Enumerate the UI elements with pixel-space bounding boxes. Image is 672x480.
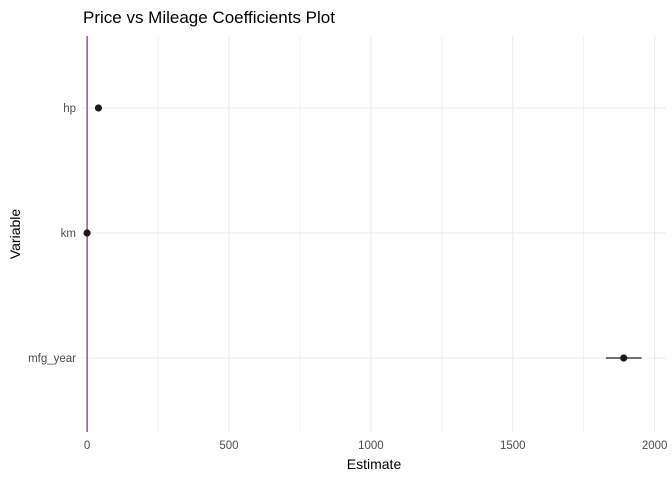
y-tick-label: mfg_year	[28, 353, 76, 365]
y-tick-label: km	[61, 228, 76, 240]
x-tick-label: 2000	[642, 440, 668, 452]
x-tick-label: 0	[84, 440, 90, 452]
major-gridlines	[82, 36, 666, 432]
point-hp	[94, 104, 103, 112]
x-axis-title: Estimate	[347, 456, 402, 472]
x-tick-label: 500	[219, 440, 238, 452]
x-tick-label: 1000	[358, 440, 384, 452]
y-tick-labels: hp km mfg_year	[28, 103, 76, 365]
minor-gridlines	[157, 36, 585, 432]
x-tick-labels: 0 500 1000 1500 2000	[84, 440, 668, 452]
y-axis-title: Variable	[7, 209, 23, 260]
x-tick-label: 1500	[500, 440, 526, 452]
coefficient-marks	[83, 104, 642, 362]
point-km	[83, 229, 91, 237]
y-tick-label: hp	[63, 103, 76, 115]
chart-title: Price vs Mileage Coefficients Plot	[83, 8, 335, 27]
point-mfg_year	[620, 354, 628, 362]
